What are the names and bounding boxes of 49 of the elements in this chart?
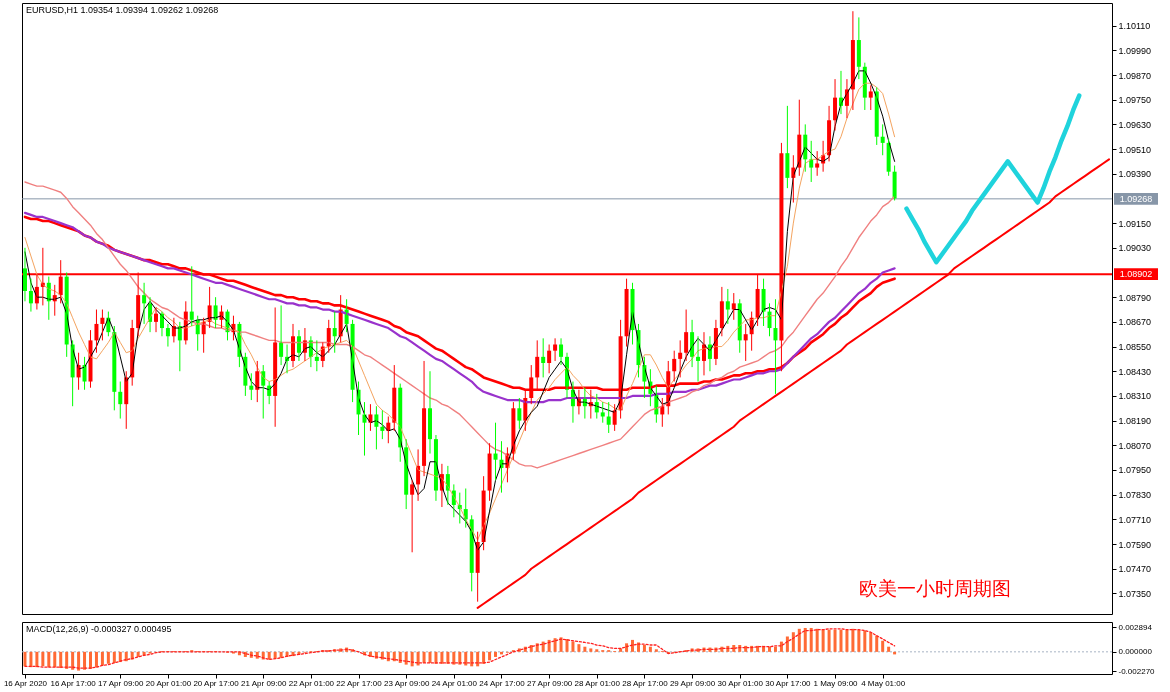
ref-line-label: 1.09268 xyxy=(1119,193,1153,204)
x-tick-label: 1 May 09:00 xyxy=(813,678,859,688)
x-tick-label: 22 Apr 01:00 xyxy=(288,678,335,688)
y-tick-label: 1.07710 xyxy=(1118,514,1152,525)
y-tick-label: 1.08790 xyxy=(1118,292,1152,303)
x-tick-label: 22 Apr 17:00 xyxy=(336,678,383,688)
x-tick-label: 24 Apr 01:00 xyxy=(431,678,478,688)
y-tick-label: 1.10110 xyxy=(1118,21,1151,32)
y-tick-label: 1.09630 xyxy=(1118,119,1152,130)
x-tick-label: 30 Apr 01:00 xyxy=(717,678,764,688)
x-tick-label: 21 Apr 09:00 xyxy=(241,678,287,688)
y-tick-label: -0.002270 xyxy=(1118,666,1156,676)
chart-title: MACD(12,26,9) -0.000327 0.000495 xyxy=(26,624,172,634)
y-tick-label: 1.09510 xyxy=(1118,144,1152,155)
y-tick-label: 1.08550 xyxy=(1118,342,1152,353)
y-tick-label: 1.09990 xyxy=(1118,45,1152,56)
x-tick-label: 30 Apr 17:00 xyxy=(765,678,812,688)
y-tick-label: 1.08310 xyxy=(1118,391,1152,402)
x-tick-label: 16 Apr 2020 xyxy=(3,678,48,688)
y-tick-label: 1.09750 xyxy=(1118,95,1152,106)
x-tick-label: 20 Apr 01:00 xyxy=(145,678,192,688)
x-tick-label: 17 Apr 09:00 xyxy=(98,678,145,688)
x-tick-label: 23 Apr 09:00 xyxy=(383,678,430,688)
y-tick-label: 1.09390 xyxy=(1118,169,1152,180)
y-tick-label: 1.07590 xyxy=(1118,539,1152,550)
x-tick-label: 28 Apr 17:00 xyxy=(622,678,669,688)
y-tick-label: 1.08190 xyxy=(1118,416,1152,427)
ref-line-label: 1.08902 xyxy=(1119,269,1153,280)
y-tick-label: 1.07830 xyxy=(1118,490,1152,501)
chart-title: EURUSD,H1 1.09354 1.09394 1.09262 1.09268 xyxy=(26,5,219,15)
x-tick-label: 20 Apr 17:00 xyxy=(193,678,240,688)
y-tick-label: 1.08670 xyxy=(1118,317,1152,328)
y-tick-label: 1.09150 xyxy=(1118,218,1152,229)
x-tick-label: 28 Apr 01:00 xyxy=(574,678,621,688)
y-tick-label: 1.08070 xyxy=(1118,440,1152,451)
y-tick-label: 0.002894 xyxy=(1118,622,1153,632)
y-tick-label: 1.07470 xyxy=(1118,564,1152,575)
x-tick-label: 24 Apr 17:00 xyxy=(479,678,526,688)
y-tick-label: 1.09030 xyxy=(1118,243,1152,254)
y-tick-label: 1.09870 xyxy=(1118,70,1152,81)
y-tick-label: 1.08430 xyxy=(1118,366,1152,377)
y-tick-label: 1.07350 xyxy=(1118,588,1152,599)
x-tick-label: 4 May 01:00 xyxy=(861,678,906,688)
x-tick-label: 16 Apr 17:00 xyxy=(50,678,97,688)
annotation: 欧美一小时周期图 xyxy=(859,578,1012,599)
x-tick-label: 29 Apr 09:00 xyxy=(669,678,716,688)
y-tick-label: 0.000000 xyxy=(1118,647,1153,657)
x-tick-label: 27 Apr 09:00 xyxy=(526,678,573,688)
y-tick-label: 1.07950 xyxy=(1118,465,1152,476)
